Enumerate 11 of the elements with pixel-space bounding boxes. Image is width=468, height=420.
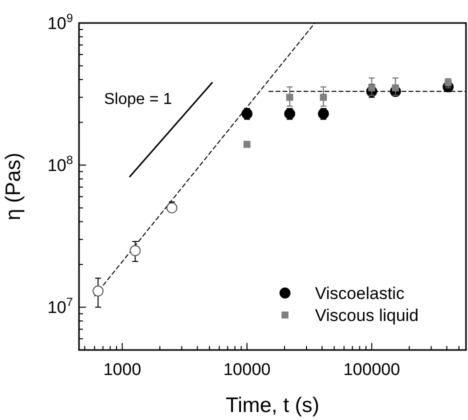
- legend-label: Viscous liquid: [315, 306, 419, 325]
- annotation: Slope = 1: [104, 91, 172, 108]
- y-axis-title: η (Pas): [2, 152, 25, 220]
- legend-label: Viscoelastic: [315, 284, 405, 303]
- y-tick-label: 10$^{7}$: [47, 295, 74, 318]
- x-tick-label: 100000: [343, 360, 400, 379]
- y-tick-label: 10$^{8}$: [47, 153, 74, 176]
- x-tick-label: 10000: [223, 360, 271, 379]
- y-tick-label: 10$^{9}$: [47, 11, 74, 33]
- x-tick-label: 1000: [103, 360, 142, 379]
- x-axis-title: Time, t (s): [226, 394, 320, 417]
